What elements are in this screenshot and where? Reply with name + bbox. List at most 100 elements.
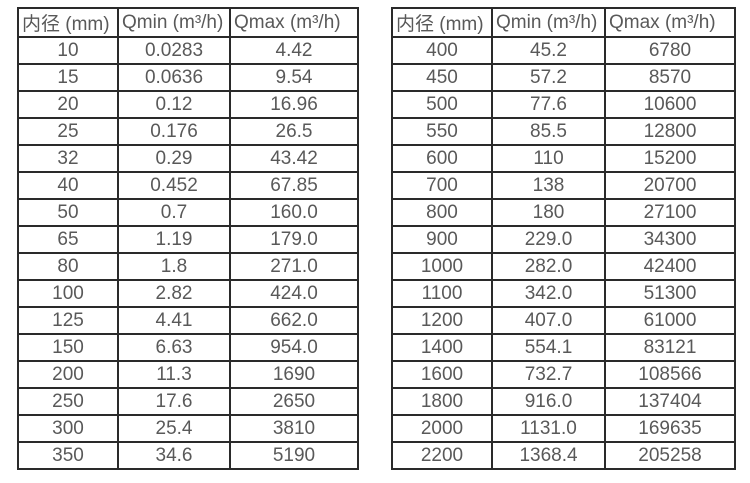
table-cell: 80: [17, 252, 119, 281]
table-cell: 1400: [391, 333, 493, 362]
table-cell: 400: [391, 36, 493, 65]
table-cell: 350: [17, 441, 119, 470]
column-header: 内径 (mm): [391, 7, 493, 38]
table-cell: 43.42: [229, 144, 359, 173]
table-cell: 125: [17, 306, 119, 335]
table-cell: 40: [17, 171, 119, 200]
table-cell: 424.0: [229, 279, 359, 308]
table-row: 550 85.5 12800: [391, 117, 736, 146]
table-cell: 169635: [604, 414, 736, 443]
table-row: 20 0.12 16.96: [17, 90, 359, 119]
table-cell: 554.1: [491, 333, 606, 362]
table-cell: 17.6: [117, 387, 231, 416]
table-row: 500 77.6 10600: [391, 90, 736, 119]
table-cell: 0.29: [117, 144, 231, 173]
table-cell: 67.85: [229, 171, 359, 200]
table-cell: 0.12: [117, 90, 231, 119]
table-cell: 4.42: [229, 36, 359, 65]
table-cell: 916.0: [491, 387, 606, 416]
table-cell: 1000: [391, 252, 493, 281]
table-cell: 77.6: [491, 90, 606, 119]
table-cell: 50: [17, 198, 119, 227]
table-cell: 0.0636: [117, 63, 231, 92]
table-cell: 205258: [604, 441, 736, 470]
table-cell: 1690: [229, 360, 359, 389]
table-cell: 20: [17, 90, 119, 119]
table-cell: 954.0: [229, 333, 359, 362]
table-row: 1000 282.0 42400: [391, 252, 736, 281]
table-cell: 600: [391, 144, 493, 173]
column-header: Qmin (m³/h): [117, 7, 231, 38]
table-row: 100 2.82 424.0: [17, 279, 359, 308]
header-row: 内径 (mm) Qmin (m³/h) Qmax (m³/h): [17, 7, 359, 38]
table-row: 50 0.7 160.0: [17, 198, 359, 227]
table-row: 65 1.19 179.0: [17, 225, 359, 254]
table-cell: 0.176: [117, 117, 231, 146]
table-cell: 180: [491, 198, 606, 227]
flow-table-large-diameters: 内径 (mm) Qmin (m³/h) Qmax (m³/h) 400 45.2 678…: [391, 7, 736, 470]
table-cell: 200: [17, 360, 119, 389]
table-cell: 15200: [604, 144, 736, 173]
table-cell: 1131.0: [491, 414, 606, 443]
table-cell: 2000: [391, 414, 493, 443]
table-row: 150 6.63 954.0: [17, 333, 359, 362]
table-row: 25 0.176 26.5: [17, 117, 359, 146]
table-cell: 732.7: [491, 360, 606, 389]
table-cell: 51300: [604, 279, 736, 308]
table-row: 250 17.6 2650: [17, 387, 359, 416]
table-cell: 8570: [604, 63, 736, 92]
table-cell: 271.0: [229, 252, 359, 281]
table-cell: 32: [17, 144, 119, 173]
table-cell: 11.3: [117, 360, 231, 389]
table-cell: 450: [391, 63, 493, 92]
table-row: 600 110 15200: [391, 144, 736, 173]
table-row: 2000 1131.0 169635: [391, 414, 736, 443]
table-cell: 0.452: [117, 171, 231, 200]
table-row: 1100 342.0 51300: [391, 279, 736, 308]
table-row: 450 57.2 8570: [391, 63, 736, 92]
table-cell: 160.0: [229, 198, 359, 227]
table-cell: 2650: [229, 387, 359, 416]
table-cell: 25: [17, 117, 119, 146]
column-header: Qmax (m³/h): [604, 7, 736, 38]
table-cell: 1368.4: [491, 441, 606, 470]
table-cell: 100: [17, 279, 119, 308]
table-row: 2200 1368.4 205258: [391, 441, 736, 470]
table-cell: 27100: [604, 198, 736, 227]
column-header: Qmax (m³/h): [229, 7, 359, 38]
table-cell: 342.0: [491, 279, 606, 308]
table-cell: 1.8: [117, 252, 231, 281]
table-cell: 16.96: [229, 90, 359, 119]
table-cell: 3810: [229, 414, 359, 443]
table-row: 1600 732.7 108566: [391, 360, 736, 389]
table-cell: 65: [17, 225, 119, 254]
table-cell: 61000: [604, 306, 736, 335]
table-cell: 407.0: [491, 306, 606, 335]
table-cell: 282.0: [491, 252, 606, 281]
table-row: 10 0.0283 4.42: [17, 36, 359, 65]
table-cell: 26.5: [229, 117, 359, 146]
table-row: 40 0.452 67.85: [17, 171, 359, 200]
table-cell: 9.54: [229, 63, 359, 92]
table-cell: 1600: [391, 360, 493, 389]
table-cell: 4.41: [117, 306, 231, 335]
table-row: 15 0.0636 9.54: [17, 63, 359, 92]
table-row: 1200 407.0 61000: [391, 306, 736, 335]
table-cell: 179.0: [229, 225, 359, 254]
table-cell: 5190: [229, 441, 359, 470]
table-cell: 700: [391, 171, 493, 200]
table-cell: 42400: [604, 252, 736, 281]
table-cell: 10600: [604, 90, 736, 119]
table-cell: 1100: [391, 279, 493, 308]
table-cell: 1800: [391, 387, 493, 416]
table-cell: 2.82: [117, 279, 231, 308]
flow-table-small-diameters: 内径 (mm) Qmin (m³/h) Qmax (m³/h) 10 0.0283 4.…: [17, 7, 359, 470]
table-cell: 300: [17, 414, 119, 443]
table-cell: 150: [17, 333, 119, 362]
table-cell: 10: [17, 36, 119, 65]
table-row: 700 138 20700: [391, 171, 736, 200]
table-cell: 6.63: [117, 333, 231, 362]
table-cell: 57.2: [491, 63, 606, 92]
table-cell: 0.7: [117, 198, 231, 227]
